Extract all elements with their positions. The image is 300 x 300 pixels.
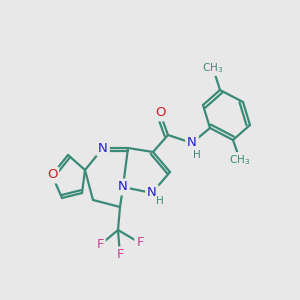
Text: N: N bbox=[118, 181, 128, 194]
Text: N: N bbox=[187, 136, 197, 149]
Text: H: H bbox=[193, 150, 201, 160]
Text: F: F bbox=[136, 236, 144, 250]
Text: F: F bbox=[116, 248, 124, 262]
Text: N: N bbox=[147, 187, 157, 200]
Text: O: O bbox=[155, 106, 165, 119]
Text: H: H bbox=[156, 196, 164, 206]
Text: CH$_3$: CH$_3$ bbox=[202, 61, 224, 75]
Text: O: O bbox=[47, 169, 57, 182]
Text: F: F bbox=[96, 238, 104, 251]
Text: CH$_3$: CH$_3$ bbox=[230, 153, 250, 167]
Text: N: N bbox=[98, 142, 108, 154]
